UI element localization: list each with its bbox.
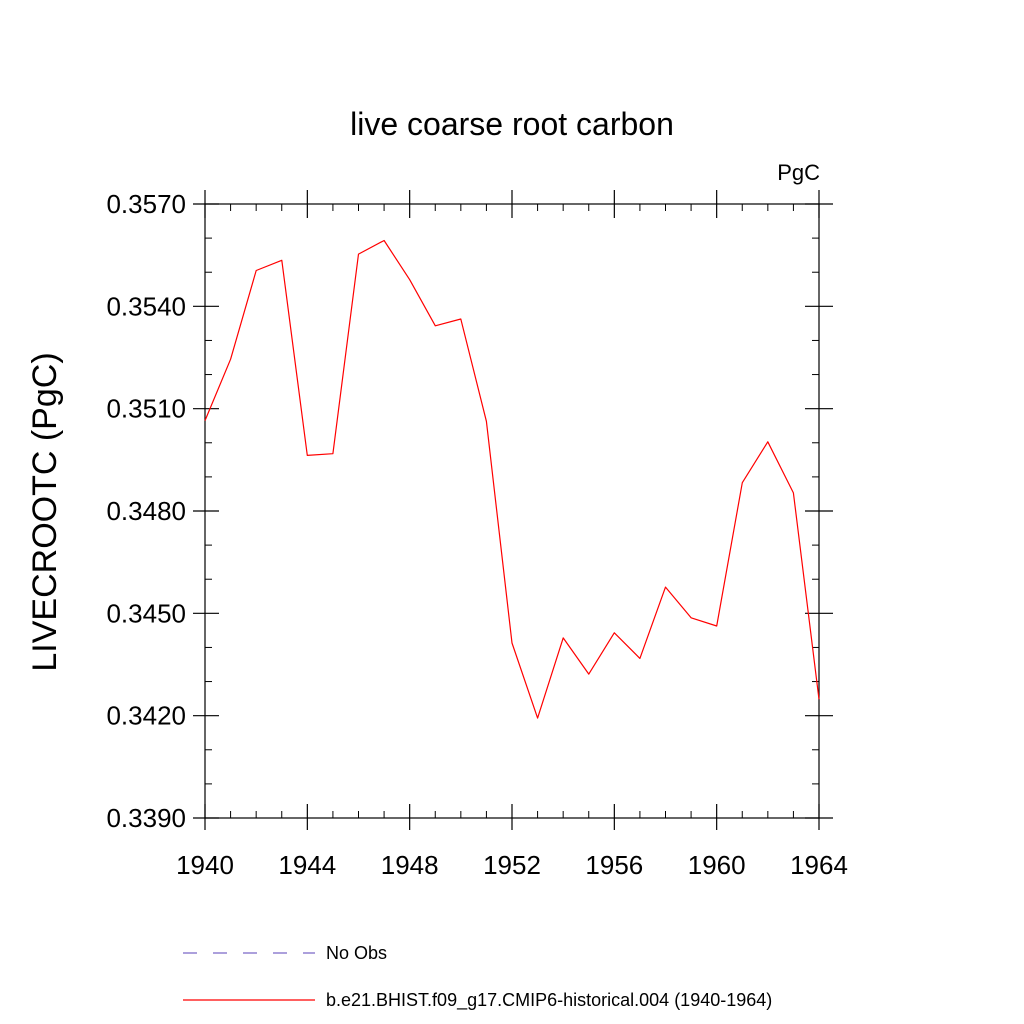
y-tick-label: 0.3390 (106, 803, 186, 833)
plot-border (204, 203, 820, 819)
x-tick-label: 1964 (790, 850, 848, 880)
legend: No Obs b.e21.BHIST.f09_g17.CMIP6-historic… (183, 943, 772, 1011)
legend-label: b.e21.BHIST.f09_g17.CMIP6-historical.004… (326, 990, 772, 1011)
x-tick-label: 1960 (688, 850, 746, 880)
x-tick-label: 1956 (585, 850, 643, 880)
y-tick-label: 0.3420 (106, 701, 186, 731)
y-tick-label: 0.3570 (106, 189, 186, 219)
y-tick-label: 0.3510 (106, 394, 186, 424)
y-tick-label: 0.3450 (106, 598, 186, 628)
y-axis-label: LIVECROOTC (PgC) (26, 352, 64, 671)
x-tick-label: 1948 (381, 850, 439, 880)
x-tick-label: 1940 (176, 850, 234, 880)
x-ticks: 1940 1944 1948 1952 1956 1960 1964 (176, 190, 848, 880)
y-tick-label: 0.3480 (106, 496, 186, 526)
y-tick-label: 0.3540 (106, 291, 186, 321)
legend-label: No Obs (326, 943, 387, 963)
minor-ticks (205, 204, 819, 818)
x-tick-label: 1952 (483, 850, 541, 880)
x-tick-label: 1944 (278, 850, 336, 880)
chart-title: live coarse root carbon (350, 106, 674, 142)
series-line (204, 239, 820, 719)
series-layer (204, 239, 820, 719)
units-label: PgC (777, 160, 820, 185)
y-ticks: 0.3390 0.3420 0.3450 0.3480 0.3510 0.3540 0.35… (106, 189, 833, 833)
plot-frame (204, 203, 820, 819)
